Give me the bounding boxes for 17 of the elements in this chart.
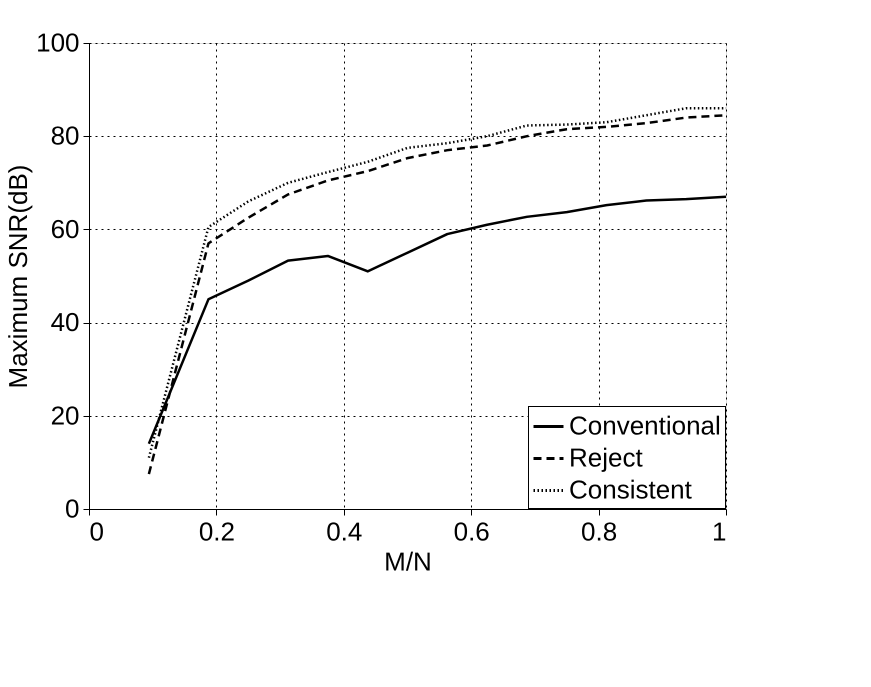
legend-label: Consistent	[569, 474, 693, 504]
x-tick-label: 0.6	[454, 516, 490, 546]
y-axis-title: Maximum SNR(dB)	[3, 164, 34, 388]
x-tick-label: 1	[712, 516, 726, 546]
x-tick-label: 0.8	[581, 516, 618, 546]
y-tick-label: 80	[50, 120, 80, 151]
x-tick-label: 0	[90, 516, 104, 546]
y-tick-label: 100	[36, 28, 80, 58]
y-tick-label: 0	[65, 494, 80, 524]
y-tick-label: 40	[50, 307, 80, 338]
x-tick-label: 0.2	[198, 516, 235, 546]
y-tick-label: 20	[50, 400, 80, 430]
y-tick-label: 60	[50, 214, 80, 244]
x-axis-title: M/N	[384, 546, 432, 576]
legend-label: Reject	[569, 442, 644, 472]
legend-label: Conventional	[569, 410, 721, 440]
x-tick-label: 0.4	[326, 516, 362, 546]
